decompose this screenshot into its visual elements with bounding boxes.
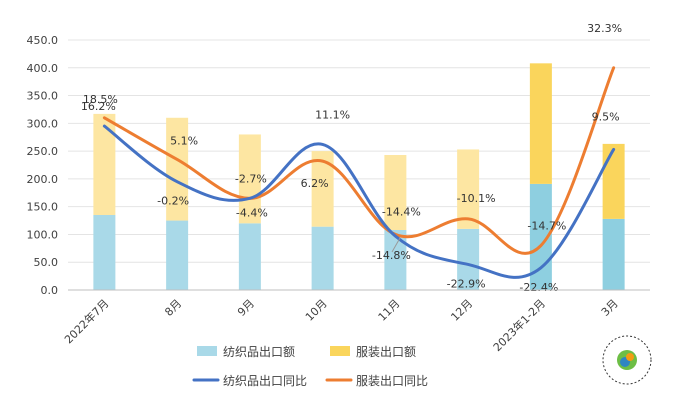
x-tick-label: 2023年1-2月	[490, 296, 548, 354]
x-tick-label: 12月	[448, 297, 475, 324]
data-label-textile-yoy: -14.8%	[372, 249, 411, 262]
y-tick-label: 250.0	[27, 145, 59, 158]
trend-lines	[102, 66, 616, 279]
y-axis: 0.0 50.0 100.0 150.0 200.0 250.0 300.0 350.0 400…	[27, 34, 59, 297]
bar-textile-value	[93, 215, 116, 290]
bar-apparel-value	[238, 134, 261, 224]
x-tick-label: 9月	[235, 297, 257, 319]
data-label-textile-yoy: 16.2%	[81, 100, 116, 113]
data-label-apparel-yoy: -14.4%	[382, 205, 421, 218]
data-label-textile-yoy: 9.5%	[592, 110, 620, 123]
data-label-apparel-yoy: -2.7%	[235, 172, 267, 185]
data-label-apparel-yoy: 32.3%	[587, 22, 622, 35]
bar-textile-value	[166, 220, 189, 290]
bar-textile-value	[238, 223, 261, 290]
bars	[93, 63, 625, 290]
bar-apparel-value	[166, 117, 189, 221]
data-label-textile-yoy: -22.9%	[447, 277, 486, 290]
line-textile-yoy	[102, 124, 616, 279]
qr-code-icon	[602, 335, 652, 385]
y-tick-label: 100.0	[27, 228, 59, 241]
bar-apparel-value	[93, 113, 116, 215]
x-tick-label: 11月	[376, 297, 403, 324]
data-label-apparel-yoy: 6.2%	[301, 177, 329, 190]
x-tick-label: 10月	[303, 297, 330, 324]
bar-textile-value	[602, 218, 625, 290]
legend-label-apparel-yoy: 服装出口同比	[356, 374, 428, 388]
data-label-textile-yoy: -0.2%	[157, 195, 189, 208]
y-tick-label: 0.0	[41, 284, 59, 297]
data-label-apparel-yoy: -14.7%	[527, 220, 566, 233]
data-label-textile-yoy: -22.4%	[519, 281, 558, 294]
bar-textile-value	[311, 226, 334, 290]
data-label-apparel-yoy: 18.5%	[83, 93, 118, 106]
legend-swatch-textile-value	[197, 346, 217, 356]
bar-apparel-value	[529, 63, 552, 184]
y-tick-label: 450.0	[27, 34, 59, 47]
data-labels: 16.2% -0.2% -4.4% 11.1% -14.8% -22.9% -22.4% 9.…	[81, 22, 622, 294]
label-leader-line	[391, 237, 401, 253]
legend-label-apparel-value: 服装出口额	[356, 345, 416, 359]
bar-apparel-value	[311, 151, 334, 227]
y-tick-label: 400.0	[27, 62, 59, 75]
x-tick-label: 2022年7月	[61, 296, 111, 346]
y-tick-label: 200.0	[27, 173, 59, 186]
bar-textile-value	[457, 228, 480, 290]
data-label-apparel-yoy: 5.1%	[170, 134, 198, 147]
data-label-textile-yoy: -4.4%	[236, 206, 268, 219]
bar-apparel-value	[457, 149, 480, 229]
bar-apparel-value	[602, 143, 625, 219]
legend-label-textile-yoy: 纺织品出口同比	[223, 374, 307, 388]
bar-apparel-value	[384, 155, 407, 230]
legend-swatch-apparel-value	[330, 346, 350, 356]
line-apparel-yoy	[102, 66, 616, 255]
x-tick-label: 3月	[599, 297, 621, 319]
y-tick-label: 150.0	[27, 201, 59, 214]
y-tick-label: 350.0	[27, 90, 59, 103]
y-tick-label: 50.0	[34, 256, 59, 269]
legend: 纺织品出口额 服装出口额 纺织品出口同比 服装出口同比	[192, 345, 428, 388]
legend-label-textile-value: 纺织品出口额	[223, 345, 295, 359]
y-tick-label: 300.0	[27, 117, 59, 130]
bar-textile-value	[384, 230, 407, 290]
data-label-textile-yoy: 11.1%	[315, 108, 350, 121]
data-label-apparel-yoy: -10.1%	[457, 192, 496, 205]
x-tick-label: 8月	[162, 297, 184, 319]
